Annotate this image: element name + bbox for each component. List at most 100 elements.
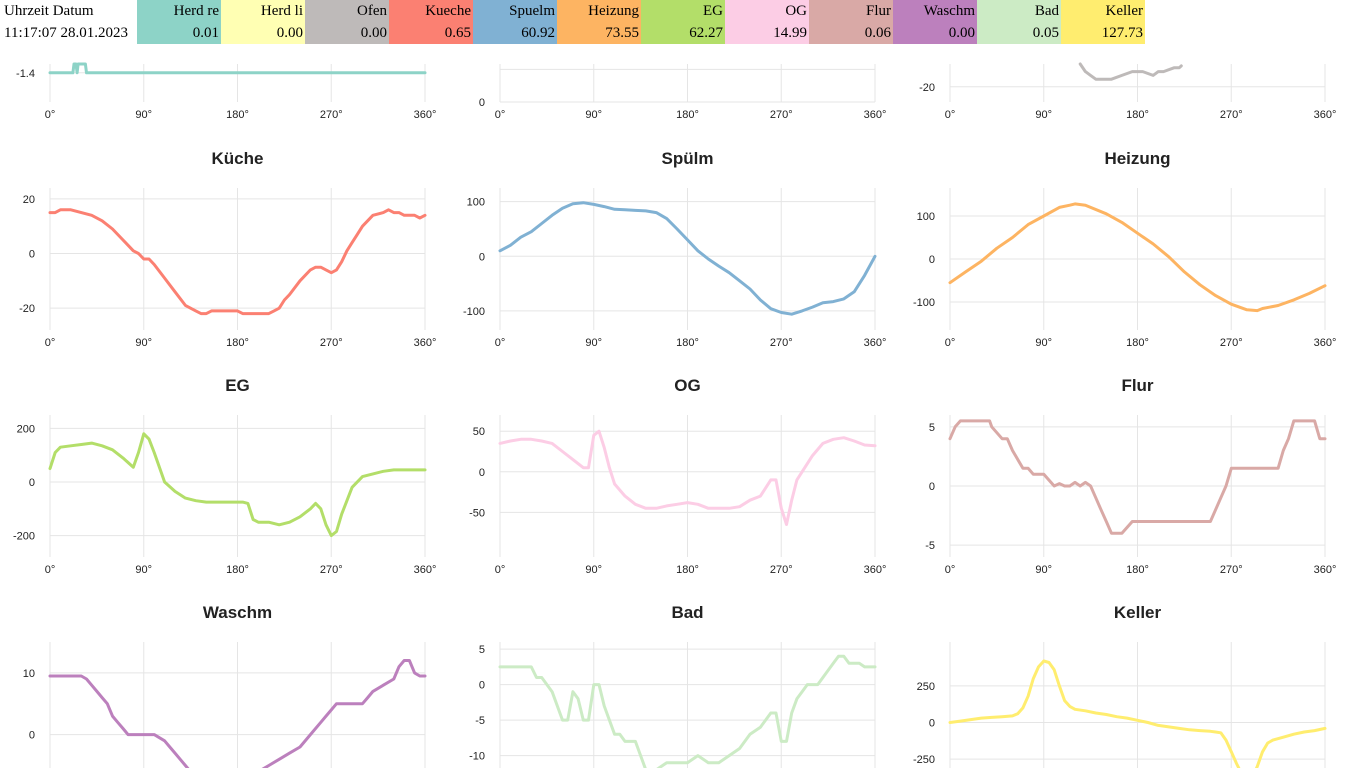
status-value-herd-li: 0.00: [221, 22, 305, 44]
x-tick-label: 360°: [864, 109, 887, 121]
x-tick-label: 0°: [45, 564, 56, 576]
x-tick-label: 180°: [676, 109, 699, 121]
x-tick-label: 270°: [1220, 109, 1243, 121]
chart-panel-1: 0 0° 90° 180° 270° 360°: [479, 64, 887, 121]
x-tick-label: 270°: [770, 337, 793, 349]
status-value-kueche: 0.65: [389, 22, 473, 44]
y-tick-label: 10: [23, 668, 35, 680]
x-tick-label: 90°: [585, 109, 602, 121]
chart-panel-0: -1.4 0° 90° 180° 270° 360°: [16, 62, 437, 121]
status-header-herd-li: Herd li: [221, 0, 305, 22]
x-tick-label: 0°: [945, 564, 956, 576]
series-line: [498, 429, 877, 526]
x-tick-label: 90°: [585, 564, 602, 576]
x-tick-label: 90°: [1035, 109, 1052, 121]
series-line: [498, 201, 877, 316]
y-tick-label: 100: [467, 197, 485, 209]
status-value-heizung: 73.55: [557, 22, 641, 44]
series-line: [498, 654, 877, 768]
chart-title: Keller: [1114, 603, 1162, 622]
status-header-bad: Bad: [977, 0, 1061, 22]
y-tick-label: -50: [469, 507, 485, 519]
status-value-bad: 0.05: [977, 22, 1061, 44]
y-tick-label: -100: [463, 306, 485, 318]
status-header-ofen: Ofen: [305, 0, 389, 22]
chart-title: Spülm: [662, 149, 714, 168]
x-tick-label: 90°: [135, 337, 152, 349]
chart-title: Waschm: [203, 603, 272, 622]
y-tick-label: 100: [917, 211, 935, 223]
x-tick-label: 360°: [414, 564, 437, 576]
x-tick-label: 0°: [945, 109, 956, 121]
y-tick-label: 0: [479, 251, 485, 263]
status-value-row: 11:17:07 28.01.2023 0.01 0.00 0.00 0.65 60.9…: [0, 22, 1145, 44]
x-tick-label: 180°: [676, 564, 699, 576]
x-tick-label: 270°: [770, 564, 793, 576]
timestamp-header: Uhrzeit Datum: [4, 2, 94, 19]
y-tick-label: -100: [913, 297, 935, 309]
y-tick-label: 0: [929, 254, 935, 266]
status-value-spuelm: 60.92: [473, 22, 557, 44]
status-header-spuelm: Spuelm: [473, 0, 557, 22]
y-tick-label: 5: [929, 422, 935, 434]
x-tick-label: 360°: [1314, 109, 1337, 121]
x-tick-label: 90°: [1035, 337, 1052, 349]
status-header-flur: Flur: [809, 0, 893, 22]
y-tick-label: 20: [23, 194, 35, 206]
status-value-keller: 127.73: [1061, 22, 1145, 44]
x-tick-label: 360°: [1314, 564, 1337, 576]
x-tick-label: 270°: [320, 564, 343, 576]
x-tick-label: 270°: [1220, 337, 1243, 349]
status-header-keller: Keller: [1061, 0, 1145, 22]
status-value-waschm: 0.00: [893, 22, 977, 44]
y-tick-label: -10: [469, 751, 485, 763]
y-tick-label: 5: [479, 644, 485, 656]
chart-title: Heizung: [1104, 149, 1170, 168]
series-line: [948, 419, 1327, 535]
y-tick-label: -200: [13, 531, 35, 543]
status-header-kueche: Kueche: [389, 0, 473, 22]
series-line: [948, 659, 1327, 768]
y-tick-label: 50: [473, 426, 485, 438]
series-line: [948, 202, 1327, 313]
timestamp-value: 11:17:07 28.01.2023: [4, 24, 129, 41]
x-tick-label: 0°: [495, 109, 506, 121]
x-tick-label: 360°: [414, 109, 437, 121]
x-tick-label: 0°: [495, 564, 506, 576]
chart-panel-4: -100 0 100 0° 90° 180° 270° 360° Spülm: [463, 149, 886, 349]
x-tick-label: 0°: [945, 337, 956, 349]
series-line: [48, 659, 427, 768]
y-tick-label: -250: [913, 754, 935, 766]
y-tick-label: -1.4: [16, 68, 35, 80]
chart-panel-6: -200 0 200 0° 90° 180° 270° 360° EG: [13, 376, 436, 576]
status-value-eg: 62.27: [641, 22, 725, 44]
x-tick-label: 360°: [864, 564, 887, 576]
chart-panel-11: -250 0 250 Keller: [913, 603, 1327, 768]
x-tick-label: 180°: [226, 564, 249, 576]
x-tick-label: 360°: [864, 337, 887, 349]
x-tick-label: 270°: [1220, 564, 1243, 576]
status-header-og: OG: [725, 0, 809, 22]
status-header-herd-re: Herd re: [137, 0, 221, 22]
y-tick-label: 0: [479, 467, 485, 479]
x-tick-label: 180°: [676, 337, 699, 349]
y-tick-label: 0: [479, 97, 485, 109]
y-tick-label: 200: [17, 423, 35, 435]
x-tick-label: 180°: [226, 337, 249, 349]
chart-panel-3: -20 0 20 0° 90° 180° 270° 360° Küche: [19, 149, 436, 349]
y-tick-label: 0: [929, 481, 935, 493]
x-tick-label: 0°: [45, 109, 56, 121]
y-tick-label: 0: [929, 718, 935, 730]
chart-title: Küche: [212, 149, 264, 168]
chart-panel-10: -10 -5 0 5 Bad: [469, 603, 877, 768]
status-header-waschm: Waschm: [893, 0, 977, 22]
chart-panel-7: -50 0 50 0° 90° 180° 270° 360° OG: [469, 376, 886, 576]
series-line: [48, 432, 427, 538]
x-tick-label: 90°: [135, 564, 152, 576]
x-tick-label: 270°: [770, 109, 793, 121]
status-value-flur: 0.06: [809, 22, 893, 44]
status-header-eg: EG: [641, 0, 725, 22]
x-tick-label: 180°: [1126, 564, 1149, 576]
status-value-herd-re: 0.01: [137, 22, 221, 44]
x-tick-label: 270°: [320, 337, 343, 349]
